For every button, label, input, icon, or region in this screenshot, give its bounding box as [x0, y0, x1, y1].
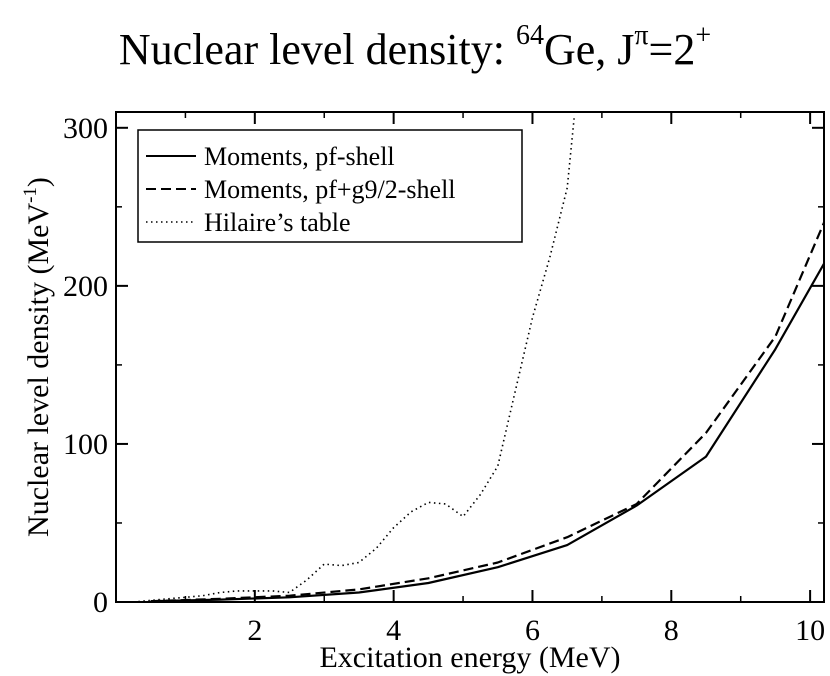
y-tick-label: 100: [63, 428, 108, 461]
y-axis-label-close: ): [22, 177, 55, 187]
series-line-moments-pf-shell: [150, 263, 824, 602]
x-axis-label: Excitation energy (MeV): [319, 641, 620, 674]
title-mass-number: 64: [516, 20, 544, 51]
legend: Moments, pf-shell Moments, pf+g9/2-shell…: [137, 129, 523, 243]
legend-label-hilaire: Hilaire’s table: [204, 208, 351, 237]
y-axis-label: Nuclear level density (MeV-1): [20, 177, 55, 537]
y-axis-label-exponent: -1: [20, 187, 41, 203]
title-prefix: Nuclear level density:: [119, 25, 516, 74]
y-tick-label: 200: [63, 270, 108, 303]
x-tick-label: 2: [247, 614, 262, 647]
y-axis-label-main: Nuclear level density (MeV: [22, 203, 55, 537]
legend-label-pf-shell: Moments, pf-shell: [204, 142, 395, 171]
title-element: Ge: [544, 25, 595, 74]
title-parity-symbol: π: [634, 20, 648, 51]
chart-title: Nuclear level density: 64Ge, Jπ=2+: [119, 20, 711, 74]
title-spin-value: =2: [649, 25, 696, 74]
y-tick-label: 0: [93, 586, 108, 619]
svg-text:Nuclear level density: 64Ge, J: Nuclear level density: 64Ge, Jπ=2+: [119, 20, 711, 74]
y-tick-label: 300: [63, 112, 108, 145]
plot-frame: [115, 111, 825, 603]
title-parity-sign: +: [695, 20, 711, 51]
series-line-hilaire-s-table: [133, 118, 575, 602]
x-tick-label: 10: [795, 614, 825, 647]
x-tick-label: 8: [664, 614, 679, 647]
x-tick-label: 4: [386, 614, 401, 647]
x-tick-label: 6: [525, 614, 540, 647]
series-line-moments-pf-g9-2-shell: [150, 222, 824, 602]
title-separator: , J: [595, 25, 634, 74]
series-layer: [133, 118, 824, 602]
legend-label-pf-g92-shell: Moments, pf+g9/2-shell: [204, 175, 456, 204]
legend-box: [137, 129, 523, 243]
